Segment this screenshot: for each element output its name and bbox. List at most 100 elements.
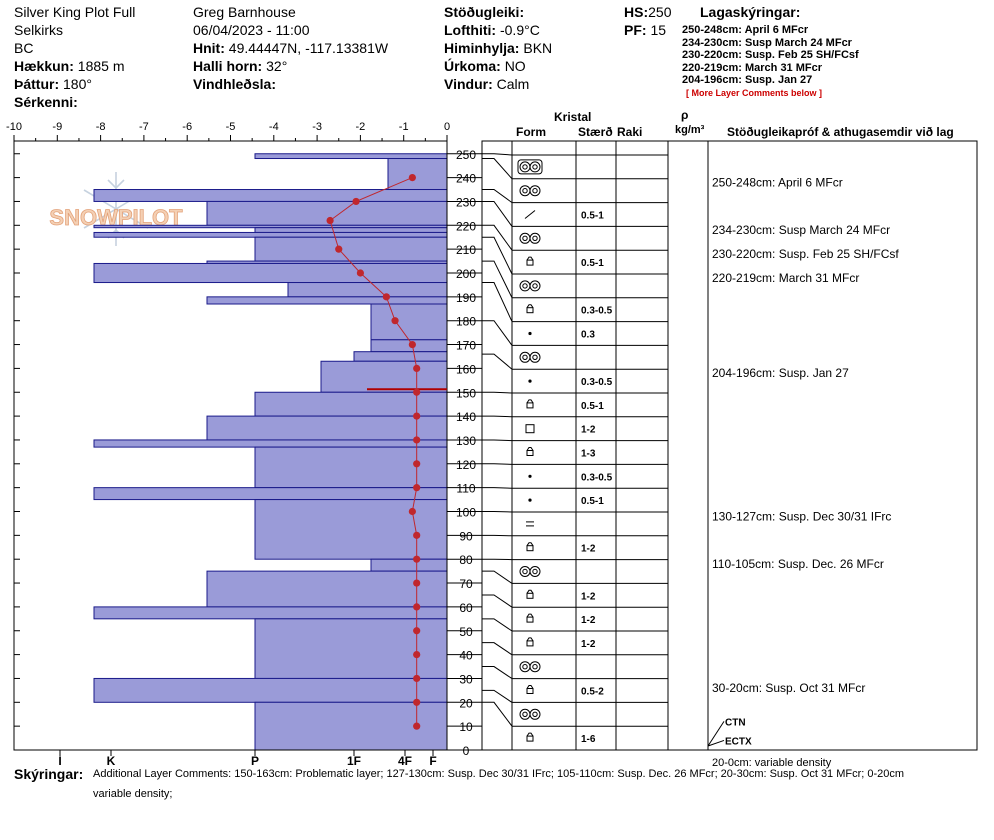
coords-label: Hnit: [193,40,225,56]
hardness-bar [370,558,448,572]
table-frame [481,140,978,751]
slope: Halli horn: 32° [193,58,287,74]
temperature-point [413,555,421,563]
temperature-point [352,197,360,206]
sky-value: BKN [523,40,553,56]
glyph-roof [526,256,534,261]
temperature-point [335,245,343,253]
glyph-roof [526,542,534,546]
glyph-ring [519,280,531,292]
connector-line [482,158,513,180]
features-label: Sérkenni: [14,94,78,110]
connector-line [482,439,513,442]
temperature-point [413,436,421,444]
glyph-ring [529,661,541,673]
glyph-box [526,259,534,266]
connector-line [482,570,513,584]
temperature-point [391,317,399,325]
glyph-ring [532,354,538,360]
glyph-box [526,616,534,623]
precip-label: Úrkoma: [444,58,501,74]
air-temp-value: -0.9°C [499,22,540,38]
wind-loading-label: Vindhleðsla: [193,76,276,92]
glyph-roof [526,732,534,737]
hardness-bar [206,570,448,608]
glyph-ring [532,568,538,575]
glyph-ring [529,351,541,363]
pf-value: 15 [650,22,667,38]
crystal-fcsf-icon [526,256,534,266]
legend-item: 250-248cm: April 6 MFcr [682,24,809,36]
temperature-point [413,579,421,587]
glyph-roof [526,589,534,594]
glyph-ring [522,664,528,670]
pf-label: PF: [624,22,647,38]
crystal-fcsf-icon [526,637,534,647]
glyph-ring [532,188,538,194]
connector-line [482,189,513,204]
connector-line [482,487,513,489]
connector-line [482,642,513,656]
hardness-bar [387,158,448,191]
glyph-stroke [524,210,536,219]
crystal-size: 0.5-1 [581,401,604,412]
height-tick-label: 0 [463,744,470,758]
crystal-rg-icon [528,498,532,502]
crystal-fcsf-icon [526,685,534,694]
connector-line [482,282,513,322]
height-tick-label: 100 [456,506,476,520]
connector-line [482,200,513,227]
crystal-size: 0.5-1 [581,258,604,269]
glyph-ring [519,566,531,577]
temperature-point [413,388,421,396]
hardness-bar [93,487,448,501]
height-tick-label: 90 [459,529,473,543]
hardness-tick-label: 1F [347,754,361,768]
temp-tick-label: -5 [226,121,236,133]
temp-tick-label: -1 [399,121,409,133]
temp-tick-label: 0 [444,121,450,133]
test-label: CTN [725,717,746,728]
connector-line [482,511,513,513]
hardness-bar [320,360,448,393]
glyph-ring [519,661,531,673]
glyph-ring [529,708,541,720]
glyph-ring [522,711,528,717]
layer-comment: 110-105cm: Susp. Dec. 26 MFcr [712,557,884,571]
pf: PF: 15 [624,22,666,38]
hs: HS:250 [624,4,671,20]
hardness-bar [93,231,448,238]
height-tick-label: 150 [456,386,476,400]
crystal-size: 1-3 [581,449,596,460]
more-comments-note: [ More Layer Comments below ] [686,88,823,98]
height-tick-label: 220 [456,219,476,233]
elevation-value: 1885 m [77,58,125,74]
wind-value: Calm [496,76,530,92]
slope-label: Halli horn: [193,58,263,74]
crystal-fcsf-icon [526,613,534,623]
crystal-size: 1-2 [581,591,596,602]
connector-line [482,689,513,703]
glyph-box [526,688,534,694]
hardness-tick-label: F [429,754,436,768]
datetime: 06/04/2023 - 11:00 [193,22,310,38]
glyph-box [526,592,534,599]
height-tick-label: 50 [459,625,473,639]
density-unit-header: kg/m³ [675,124,705,136]
temperature-point [413,674,421,683]
temperature-point [413,603,421,611]
crystal-df-icon [524,210,536,219]
precip-value: NO [504,58,526,74]
temp-tick-label: -8 [96,121,106,133]
layer-comment: 204-196cm: Susp. Jan 27 [712,366,849,380]
connector-line [482,353,513,370]
aspect-value: 180° [63,76,92,92]
wind-label: Vindur: [444,76,493,92]
province: BC [14,40,34,56]
glyph-box [525,424,535,434]
height-tick-label: 40 [459,649,473,663]
glyph-dot [528,474,532,478]
glyph-dot [528,379,532,383]
test-pointer [707,721,725,747]
temperature-line [329,177,418,727]
